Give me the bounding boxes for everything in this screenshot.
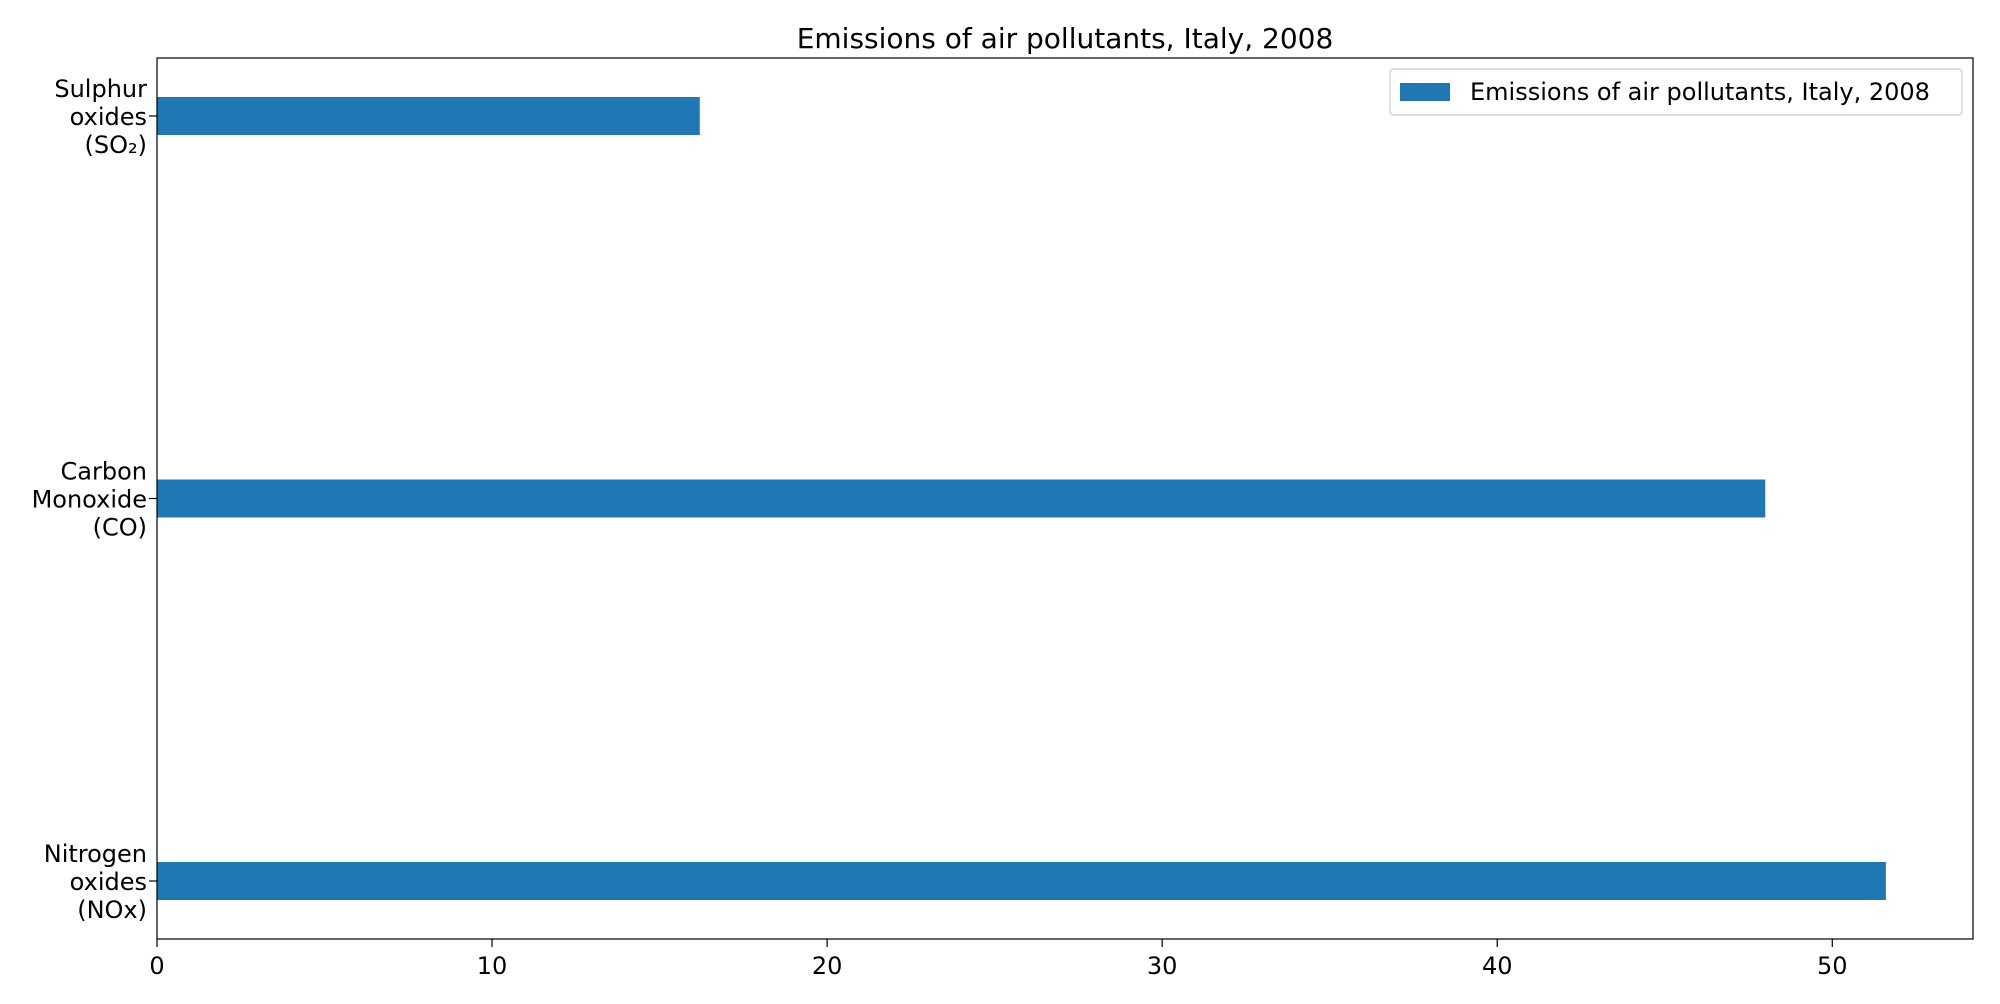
x-tick-label: 30 bbox=[1147, 952, 1178, 980]
legend: Emissions of air pollutants, Italy, 2008 bbox=[1389, 68, 1963, 116]
x-tick-label: 0 bbox=[149, 952, 164, 980]
bar-0 bbox=[157, 97, 700, 135]
bar-1 bbox=[157, 479, 1766, 518]
x-tick-label: 50 bbox=[1817, 952, 1848, 980]
x-axis: 0 10 20 30 40 50 bbox=[149, 939, 1848, 980]
legend-swatch bbox=[1400, 83, 1450, 101]
legend-box bbox=[1389, 68, 1963, 116]
y-tick-label: Monoxide bbox=[32, 486, 147, 514]
y-tick-label: Nitrogen bbox=[44, 840, 147, 868]
y-tick-label: Sulphur bbox=[54, 75, 147, 103]
y-axis: Sulphuroxides(SO₂)CarbonMonoxide(CO)Nitr… bbox=[32, 75, 157, 924]
y-tick-label: oxides bbox=[70, 103, 147, 131]
y-tick-label: (SO₂) bbox=[85, 131, 147, 159]
bars-layer bbox=[157, 97, 1886, 900]
chart-title: Emissions of air pollutants, Italy, 2008 bbox=[797, 22, 1334, 55]
x-tick-label: 20 bbox=[812, 952, 843, 980]
bar-2 bbox=[157, 862, 1886, 900]
y-tick-label: (NOx) bbox=[77, 896, 147, 924]
legend-label: Emissions of air pollutants, Italy, 2008 bbox=[1470, 78, 1930, 106]
x-tick-label: 10 bbox=[477, 952, 508, 980]
y-tick-label: oxides bbox=[70, 868, 147, 896]
x-tick-label: 40 bbox=[1482, 952, 1513, 980]
y-tick-label: (CO) bbox=[93, 514, 147, 542]
y-tick-label: Carbon bbox=[61, 458, 147, 486]
